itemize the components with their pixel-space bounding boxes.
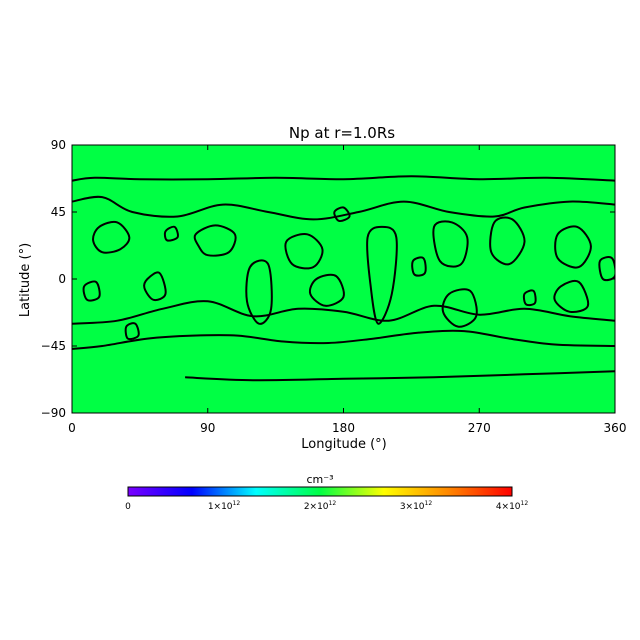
colorbar-tick-label: 3×1012 [400,500,433,512]
contour-line-14 [554,225,592,269]
contour-line-11 [432,220,469,268]
colorbar-tick-label: 2×1012 [304,500,337,512]
contour-line-5 [92,220,131,254]
colorbar-unit: cm⁻³ [307,473,334,486]
contour-line-15 [553,279,590,314]
colorbar-tick-label: 4×1012 [496,500,529,512]
contour-line-4 [72,300,615,325]
x-axis-label: Longitude (°) [301,437,386,452]
contour-line-0 [72,175,615,182]
contour-line-19 [124,322,140,341]
y-tick-label: 45 [51,205,66,219]
contour-line-10 [366,225,398,325]
contour-line-17 [82,280,101,302]
contour-line-9 [308,273,345,307]
contour-line-23 [163,225,179,242]
x-tick-label: 180 [332,421,355,435]
contour-line-21 [522,289,537,307]
y-tick-label: −45 [41,339,66,353]
contour-layer [72,175,615,382]
x-tick-label: 0 [68,421,76,435]
chart-title: Np at r=1.0Rs [289,124,395,142]
contour-line-22 [333,206,351,223]
contour-line-2 [185,370,615,382]
contour-line-18 [598,256,615,282]
x-axis: 0 90 180 270 360 [68,145,626,435]
y-tick-label: 90 [51,138,66,152]
heatmap-field [72,145,615,413]
colorbar-tick-label: 1×1012 [208,500,241,512]
contour-line-20 [411,256,427,277]
colorbar-tick-label: 0 [125,502,131,512]
colorbar-ticks: 0 1×1012 2×1012 3×1012 4×1012 [125,500,528,512]
colorbar [127,486,513,497]
contour-line-6 [193,224,237,257]
y-tick-label: 0 [58,272,66,286]
contour-line-1 [72,329,615,350]
y-axis: 90 45 0 −45 −90 [41,138,615,420]
contour-line-7 [245,259,273,325]
x-tick-label: 90 [200,421,215,435]
contour-line-13 [489,216,526,266]
y-axis-label: Latitude (°) [18,243,33,317]
contour-line-12 [441,288,478,328]
contour-line-16 [143,271,167,302]
contour-line-8 [284,233,324,270]
x-tick-label: 270 [468,421,491,435]
x-tick-label: 360 [604,421,627,435]
y-tick-label: −90 [41,406,66,420]
